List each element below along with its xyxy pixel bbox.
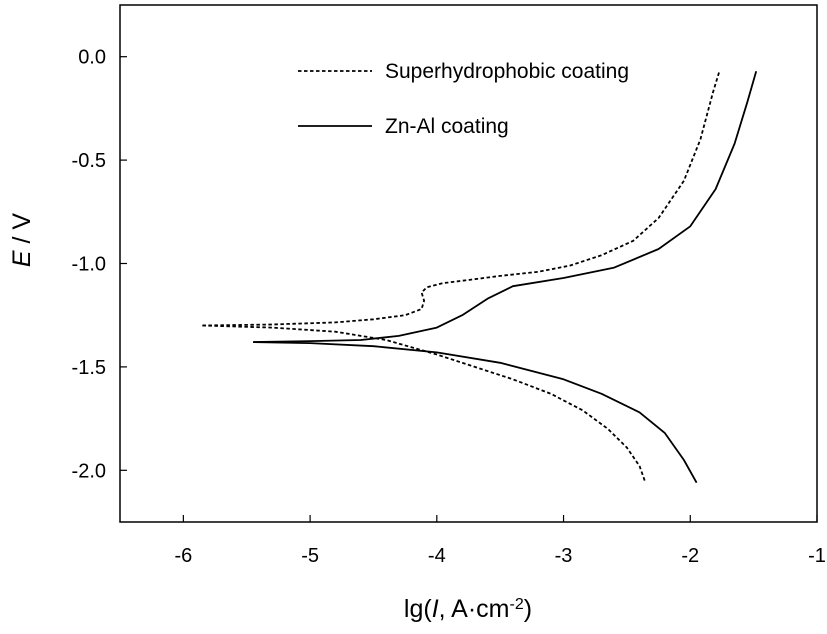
legend: Superhydrophobic coating Zn-Al coating [298,60,629,138]
y-tick-label: -0.5 [72,150,106,172]
x-tick-label: -4 [428,545,446,567]
y-tick-label: -1.0 [72,254,106,276]
y-axis-title: E / V [8,213,36,268]
legend-label: Superhydrophobic coating [385,60,629,83]
series-1-anodic-line [253,70,758,343]
x-axis-ticks: -6 -5 -4 -3 -2 -1 [174,515,826,567]
y-tick-label: 0.0 [78,47,106,69]
series-0-cathodic-line [202,324,646,481]
y-axis-ticks: 0.0 -0.5 -1.0 -1.5 -2.0 [72,47,127,482]
x-tick-label: -5 [301,545,319,567]
x-tick-label: -6 [174,545,192,567]
y-tick-label: -2.0 [72,460,106,482]
x-axis-title: lg(I, A·cm-2) [404,595,532,623]
x-tick-label: -3 [555,545,573,567]
legend-label: Zn-Al coating [385,115,509,138]
series-0-anodic-line [202,70,721,327]
curves [202,70,758,484]
series-1-cathodic-line [253,341,698,484]
x-tick-label: -1 [808,545,826,567]
y-tick-label: -1.5 [72,357,106,379]
x-tick-label: -2 [681,545,699,567]
